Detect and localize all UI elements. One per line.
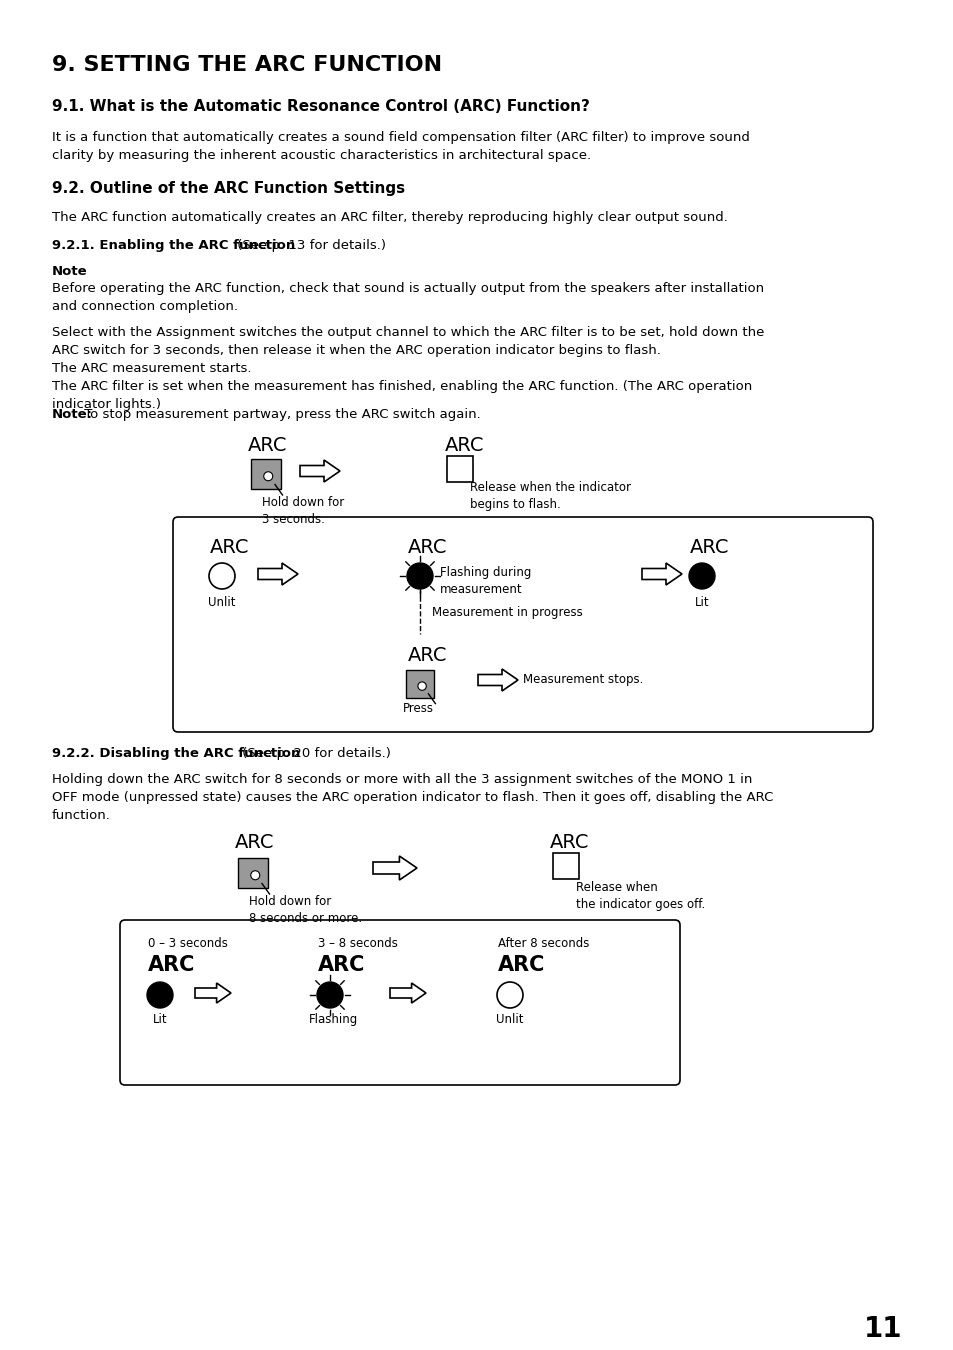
Text: Press: Press bbox=[402, 702, 433, 716]
Text: ARC: ARC bbox=[317, 954, 365, 975]
Text: Measurement stops.: Measurement stops. bbox=[522, 674, 642, 686]
Text: Holding down the ARC switch for 8 seconds or more with all the 3 assignment swit: Holding down the ARC switch for 8 second… bbox=[52, 774, 773, 822]
Text: Release when
the indicator goes off.: Release when the indicator goes off. bbox=[576, 882, 704, 911]
Text: ARC: ARC bbox=[210, 539, 250, 558]
Text: (See p. 20 for details.): (See p. 20 for details.) bbox=[238, 747, 391, 760]
Text: Hold down for
3 seconds.: Hold down for 3 seconds. bbox=[262, 495, 344, 526]
Text: Flashing: Flashing bbox=[309, 1012, 358, 1026]
Text: Note: Note bbox=[52, 265, 88, 278]
Text: ARC: ARC bbox=[550, 833, 589, 852]
Text: Measurement in progress: Measurement in progress bbox=[432, 606, 582, 620]
Circle shape bbox=[417, 682, 426, 690]
Text: ARC: ARC bbox=[234, 833, 274, 852]
Text: Select with the Assignment switches the output channel to which the ARC filter i: Select with the Assignment switches the … bbox=[52, 325, 763, 410]
Text: Lit: Lit bbox=[694, 595, 709, 609]
Text: 3 – 8 seconds: 3 – 8 seconds bbox=[317, 937, 397, 950]
Text: (See p. 13 for details.): (See p. 13 for details.) bbox=[233, 239, 385, 252]
Text: ARC: ARC bbox=[497, 954, 545, 975]
Text: It is a function that automatically creates a sound field compensation filter (A: It is a function that automatically crea… bbox=[52, 131, 749, 162]
FancyBboxPatch shape bbox=[406, 670, 434, 698]
Text: ARC: ARC bbox=[444, 436, 484, 455]
FancyBboxPatch shape bbox=[237, 859, 268, 888]
Circle shape bbox=[316, 981, 343, 1008]
Circle shape bbox=[251, 871, 259, 880]
Text: 9. SETTING THE ARC FUNCTION: 9. SETTING THE ARC FUNCTION bbox=[52, 55, 441, 76]
Text: Unlit: Unlit bbox=[496, 1012, 523, 1026]
Text: 9.2.2. Disabling the ARC function: 9.2.2. Disabling the ARC function bbox=[52, 747, 300, 760]
Circle shape bbox=[209, 563, 234, 589]
Text: Before operating the ARC function, check that sound is actually output from the : Before operating the ARC function, check… bbox=[52, 282, 763, 313]
Text: 9.1. What is the Automatic Resonance Control (ARC) Function?: 9.1. What is the Automatic Resonance Con… bbox=[52, 99, 589, 113]
Text: To stop measurement partway, press the ARC switch again.: To stop measurement partway, press the A… bbox=[80, 408, 480, 421]
Bar bbox=[447, 456, 473, 482]
Text: ARC: ARC bbox=[148, 954, 195, 975]
Text: Hold down for
8 seconds or more.: Hold down for 8 seconds or more. bbox=[249, 895, 362, 925]
Text: ARC: ARC bbox=[408, 539, 447, 558]
Text: Unlit: Unlit bbox=[208, 595, 235, 609]
Circle shape bbox=[407, 563, 433, 589]
Text: 9.2. Outline of the ARC Function Settings: 9.2. Outline of the ARC Function Setting… bbox=[52, 181, 405, 196]
Text: 9.2.1. Enabling the ARC function: 9.2.1. Enabling the ARC function bbox=[52, 239, 294, 252]
Circle shape bbox=[147, 981, 172, 1008]
Text: ARC: ARC bbox=[408, 647, 447, 666]
Circle shape bbox=[263, 471, 273, 481]
Text: ARC: ARC bbox=[248, 436, 287, 455]
FancyBboxPatch shape bbox=[120, 919, 679, 1085]
Text: After 8 seconds: After 8 seconds bbox=[497, 937, 589, 950]
Text: 11: 11 bbox=[862, 1315, 901, 1343]
Circle shape bbox=[688, 563, 714, 589]
Text: The ARC function automatically creates an ARC filter, thereby reproducing highly: The ARC function automatically creates a… bbox=[52, 211, 727, 224]
Text: Lit: Lit bbox=[152, 1012, 167, 1026]
Text: Note:: Note: bbox=[52, 408, 92, 421]
FancyBboxPatch shape bbox=[251, 459, 281, 489]
Circle shape bbox=[497, 981, 522, 1008]
Text: Release when the indicator
begins to flash.: Release when the indicator begins to fla… bbox=[470, 481, 630, 512]
Text: ARC: ARC bbox=[689, 539, 729, 558]
Bar bbox=[553, 853, 578, 879]
Text: Flashing during
measurement: Flashing during measurement bbox=[439, 566, 531, 595]
FancyBboxPatch shape bbox=[172, 517, 872, 732]
Text: 0 – 3 seconds: 0 – 3 seconds bbox=[148, 937, 228, 950]
